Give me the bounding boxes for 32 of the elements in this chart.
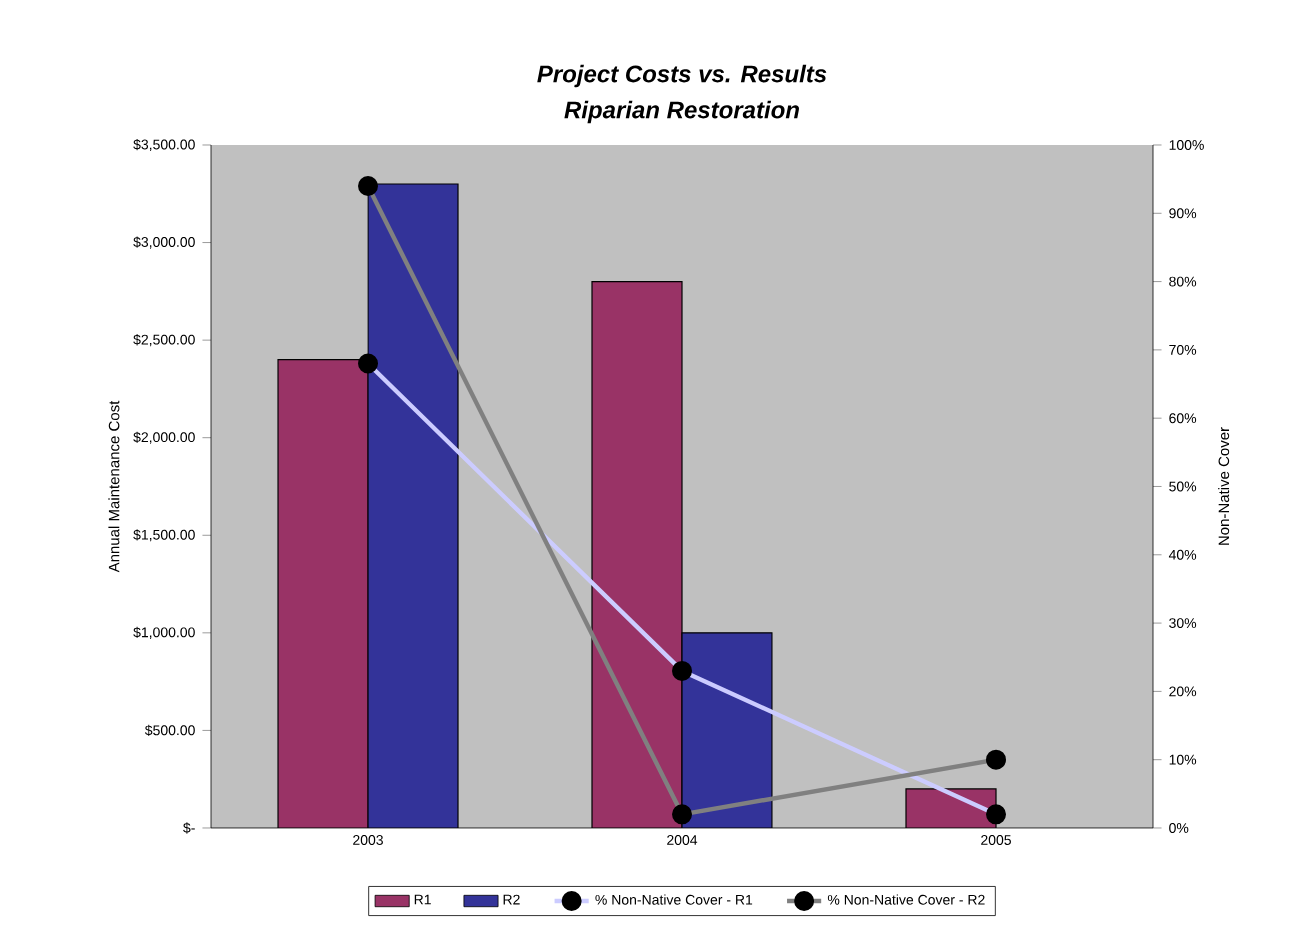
y-tick-label: $500.00 xyxy=(144,724,195,737)
x-tick-label: 2003 xyxy=(353,835,383,845)
legend-label: % Non-Native Cover - R2 xyxy=(827,894,985,905)
x-tick-label: 2004 xyxy=(667,835,698,845)
y-tick-label: $1,000.00 xyxy=(133,626,195,639)
y-axis-title: Annual Maintenance Cost xyxy=(108,400,120,573)
y2-tick-label: 0% xyxy=(1169,823,1189,833)
y-tick-label: $3,500.00 xyxy=(133,138,195,152)
y2-tick-label: 80% xyxy=(1169,276,1197,287)
legend-label: % Non-Native Cover - R1 xyxy=(595,894,753,905)
legend-label: R2 xyxy=(503,894,520,905)
y-tick-label: $2,000.00 xyxy=(133,431,195,444)
bar xyxy=(278,359,368,828)
y-tick-label: $3,000.00 xyxy=(133,236,195,249)
y2-tick-label: 20% xyxy=(1169,686,1197,697)
y-tick-label: $- xyxy=(183,822,195,834)
legend-label: R1 xyxy=(414,894,431,905)
y2-tick-label: 40% xyxy=(1168,549,1197,560)
chart-title: Project Costs vs. Results xyxy=(537,64,827,88)
y2-tick-label: 90% xyxy=(1169,208,1197,219)
y2-tick-label: 30% xyxy=(1169,618,1197,629)
y2-tick-label: 100% xyxy=(1169,140,1204,150)
y-tick-label: $1,500.00 xyxy=(133,529,195,542)
x-tick-label: 2005 xyxy=(981,835,1011,845)
y2-axis-title: Non-Native Cover xyxy=(1218,427,1230,545)
bar xyxy=(592,281,682,828)
y2-tick-label: 60% xyxy=(1169,413,1197,424)
y2-tick-label: 70% xyxy=(1169,344,1197,355)
chart-subtitle: Riparian Restoration xyxy=(564,100,799,124)
y2-tick-label: 50% xyxy=(1169,481,1197,492)
y-tick-label: $2,500.00 xyxy=(133,334,195,347)
y2-tick-label: 10% xyxy=(1169,754,1197,765)
